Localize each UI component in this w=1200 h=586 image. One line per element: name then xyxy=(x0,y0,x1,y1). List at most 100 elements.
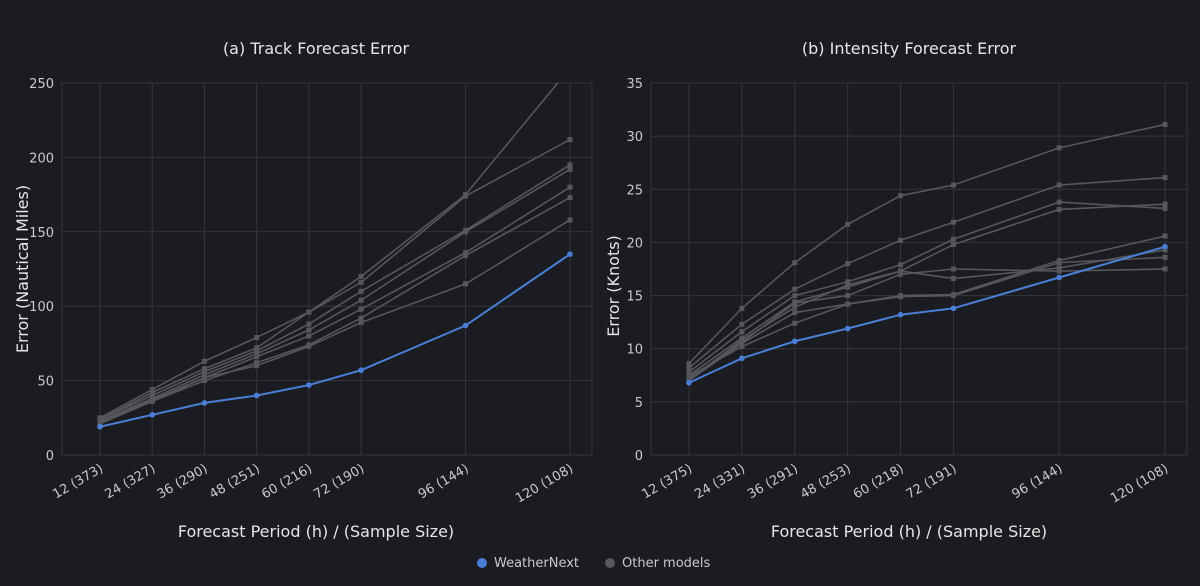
data-point xyxy=(950,293,956,299)
chart-title: (a) Track Forecast Error xyxy=(223,39,410,58)
series-other-model xyxy=(686,199,1168,375)
data-point xyxy=(950,219,956,225)
data-point xyxy=(897,311,904,318)
y-axis-title: Error (Knots) xyxy=(604,235,623,337)
data-point xyxy=(567,195,573,201)
data-point xyxy=(201,378,207,384)
data-point xyxy=(463,281,469,287)
data-point xyxy=(567,162,573,168)
other-model-line xyxy=(99,83,559,419)
data-point xyxy=(844,325,851,332)
data-point xyxy=(358,306,364,312)
data-point xyxy=(567,251,573,257)
y-axis-title: Error (Nautical Miles) xyxy=(13,185,32,353)
data-point xyxy=(792,293,798,299)
data-point xyxy=(1056,260,1062,266)
data-point xyxy=(1162,254,1168,260)
other-model-line xyxy=(99,168,571,422)
data-point xyxy=(254,351,260,357)
data-point xyxy=(739,329,745,335)
data-point xyxy=(254,363,260,369)
legend-label-weathernext: WeatherNext xyxy=(494,556,579,571)
data-point xyxy=(686,369,692,375)
grid xyxy=(650,82,1188,456)
y-tick-label: 30 xyxy=(626,130,643,145)
data-point xyxy=(306,327,312,333)
data-point xyxy=(792,310,798,316)
chart-title: (b) Intensity Forecast Error xyxy=(802,39,1017,58)
x-axis-title: Forecast Period (h) / (Sample Size) xyxy=(771,522,1047,541)
data-point xyxy=(950,305,957,312)
data-point xyxy=(567,137,573,143)
y-tick-label: 25 xyxy=(626,183,643,198)
data-point xyxy=(845,261,851,267)
data-point xyxy=(792,320,798,326)
series-other-model xyxy=(686,121,1168,367)
data-point xyxy=(358,273,364,279)
other-model-line xyxy=(688,201,1166,373)
series-other-model xyxy=(686,254,1168,384)
y-tick-label: 50 xyxy=(37,375,54,390)
data-point xyxy=(463,253,469,259)
series-lines xyxy=(686,121,1168,386)
series-lines xyxy=(97,83,573,430)
data-point xyxy=(686,379,692,386)
other-model-line xyxy=(688,249,1166,381)
data-point xyxy=(358,367,364,373)
data-point xyxy=(845,301,851,307)
data-point xyxy=(306,333,312,339)
data-point xyxy=(254,354,260,360)
data-point xyxy=(254,348,260,354)
series-weathernext xyxy=(686,243,1168,386)
other-model-line xyxy=(99,186,571,423)
data-point xyxy=(898,271,904,277)
data-point xyxy=(845,293,851,299)
other-model-line xyxy=(688,123,1166,365)
data-point xyxy=(1056,206,1062,212)
data-point xyxy=(306,309,312,315)
data-point xyxy=(358,315,364,321)
data-point xyxy=(201,366,207,372)
data-point xyxy=(792,300,798,306)
y-tick-label: 5 xyxy=(635,396,643,411)
data-point xyxy=(358,320,364,326)
x-axis-title: Forecast Period (h) / (Sample Size) xyxy=(178,522,454,541)
data-point xyxy=(1056,199,1062,205)
other-model-line xyxy=(688,203,1166,376)
y-tick-label: 200 xyxy=(29,151,54,166)
weathernext-line xyxy=(99,253,571,428)
data-point xyxy=(462,322,469,329)
data-point xyxy=(1162,247,1168,253)
data-point xyxy=(686,377,692,383)
data-point xyxy=(845,282,851,288)
data-point xyxy=(845,221,851,227)
y-tick-label: 0 xyxy=(46,449,54,464)
data-point xyxy=(950,242,956,248)
legend-label-other-models: Other models xyxy=(622,556,711,571)
weathernext-line xyxy=(688,245,1166,384)
data-point xyxy=(149,387,155,393)
y-tick-label: 250 xyxy=(29,77,54,92)
other-model-line xyxy=(688,268,1166,380)
legend-swatch-weathernext xyxy=(477,558,487,568)
legend: WeatherNext Other models xyxy=(477,556,711,571)
data-point xyxy=(358,288,364,294)
data-point xyxy=(898,294,904,300)
data-point xyxy=(1056,274,1063,281)
data-point xyxy=(306,343,312,349)
data-point xyxy=(254,334,260,340)
series-other-model xyxy=(686,247,1168,383)
data-point xyxy=(1056,145,1062,151)
data-point xyxy=(358,297,364,303)
data-point xyxy=(898,262,904,268)
data-point xyxy=(739,340,745,346)
other-model-line xyxy=(688,256,1166,382)
data-point xyxy=(97,423,103,430)
data-point xyxy=(1056,265,1062,271)
data-point xyxy=(686,361,692,367)
data-point xyxy=(201,358,207,364)
data-point xyxy=(201,400,208,406)
data-point xyxy=(201,375,207,381)
data-point xyxy=(1162,243,1168,250)
